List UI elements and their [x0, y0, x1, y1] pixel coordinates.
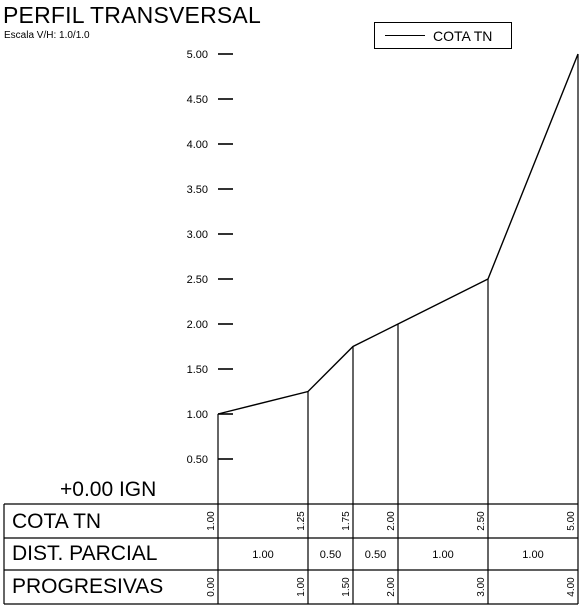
y-tick-label: 1.00	[187, 409, 208, 421]
y-axis: 0.50 1.00 1.50 2.00 2.50 3.00 3.50 4.00 4.50 5.00	[187, 49, 233, 466]
data-table: 1.00 1.25 1.75 2.00 2.50 5.00 0.00 1.00 1.50 2.00…	[3, 503, 578, 605]
row-label-dist: DIST. PARCIAL	[12, 542, 158, 565]
legend-entry: COTA TN	[433, 28, 493, 44]
chart-title: PERFIL TRANSVERSAL	[3, 2, 261, 28]
cota-value: 1.25	[296, 511, 307, 531]
cota-value: 2.50	[476, 511, 487, 531]
dist-parcial-value: 0.50	[320, 549, 341, 561]
dist-parcial-value: 1.00	[432, 549, 453, 561]
y-tick-label: 4.00	[187, 139, 208, 151]
progresiva-value: 0.00	[206, 577, 217, 597]
datum-label: +0.00 IGN	[60, 478, 157, 501]
legend: COTA TN	[374, 22, 512, 49]
legend-swatch	[385, 35, 425, 36]
row-label-cota: COTA TN	[12, 510, 102, 533]
row-label-prog: PROGRESIVAS	[12, 575, 164, 598]
cota-value: 1.00	[206, 511, 217, 531]
cota-tn-line	[217, 53, 579, 415]
cota-value: 5.00	[566, 511, 577, 531]
y-tick-label: 2.50	[187, 274, 208, 286]
y-tick-label: 1.50	[187, 364, 208, 376]
station-lines	[217, 54, 579, 604]
cota-value: 2.00	[386, 511, 397, 531]
dist-parcial-value: 1.00	[252, 549, 273, 561]
progresiva-value: 1.50	[341, 577, 352, 597]
progresiva-value: 3.00	[476, 577, 487, 597]
progresiva-value: 1.00	[296, 577, 307, 597]
scale-label: Escala V/H: 1.0/1.0	[4, 30, 90, 41]
y-tick-label: 4.50	[187, 94, 208, 106]
profile-series	[217, 53, 579, 415]
y-tick-label: 3.00	[187, 229, 208, 241]
y-tick-label: 0.50	[187, 454, 208, 466]
y-tick-label: 2.00	[187, 319, 208, 331]
y-tick-label: 3.50	[187, 184, 208, 196]
progresiva-value: 2.00	[386, 577, 397, 597]
dist-parcial-value: 1.00	[522, 549, 543, 561]
progresiva-value: 4.00	[566, 577, 577, 597]
y-tick-label: 5.00	[187, 49, 208, 61]
dist-parcial-value: 0.50	[365, 549, 386, 561]
cota-value: 1.75	[341, 511, 352, 531]
